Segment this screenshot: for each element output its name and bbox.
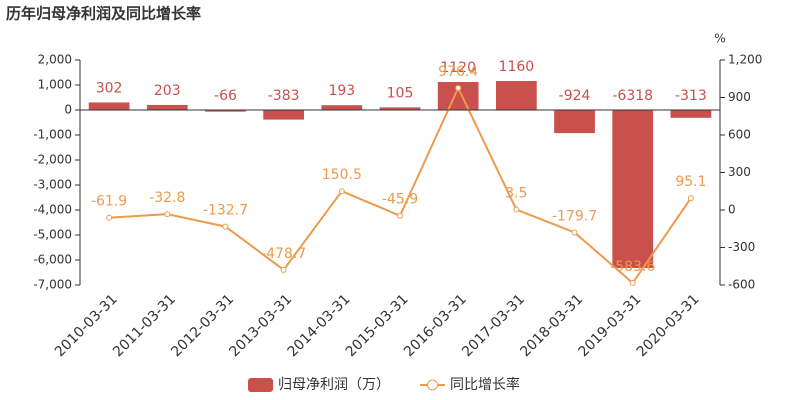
bar: [612, 110, 654, 268]
line-point: [106, 214, 113, 221]
line-point: [338, 188, 345, 195]
line-value-label: -45.9: [382, 192, 418, 208]
line-point: [397, 212, 403, 219]
line-point: [164, 211, 171, 218]
line-value-label: 95.1: [675, 174, 706, 190]
y2-axis-unit: %: [714, 32, 725, 46]
line-point: [571, 229, 578, 236]
y-tick-label: -2,000: [33, 153, 72, 167]
line-point: [455, 84, 462, 91]
bar: [88, 102, 130, 110]
y-tick-label: 2,000: [38, 53, 72, 67]
legend-swatch: [427, 379, 438, 391]
bar: [263, 110, 304, 120]
line: [109, 85, 692, 285]
bar-value-label: -66: [214, 88, 237, 104]
y-tick-label: 1,000: [38, 78, 72, 92]
legend-label: 归母净利润（万）: [278, 376, 390, 393]
line-point: [222, 223, 229, 230]
y2-tick-label: 300: [728, 165, 751, 179]
y-tick-label: -3,000: [33, 178, 72, 192]
bar-value-label: 1120: [440, 60, 476, 76]
bar-value-label: -6318: [612, 88, 653, 104]
bar-value-label: 203: [154, 83, 181, 99]
legend-label: 同比增长率: [450, 376, 520, 393]
line-value-label: 976.4: [438, 64, 478, 80]
y2-tick-label: -300: [728, 240, 755, 254]
y-tick-label: -4,000: [33, 203, 72, 217]
y-tick-label: -7,000: [33, 278, 72, 292]
y-tick-label: -5,000: [33, 228, 72, 242]
line-value-label: -179.7: [552, 208, 597, 224]
bar-value-label: 1160: [499, 59, 535, 75]
x-tick-label: 2020-03-31: [634, 291, 703, 360]
bar: [670, 110, 712, 118]
bar-value-label: 105: [387, 85, 414, 101]
bar-value-label: -924: [559, 88, 591, 104]
bar-value-label: -313: [675, 88, 707, 104]
line-point: [687, 195, 694, 202]
bar: [146, 104, 188, 110]
line-value-label: 3.5: [505, 186, 527, 202]
bar-value-label: -383: [268, 88, 300, 104]
bar-value-label: 302: [96, 80, 123, 96]
y2-tick-label: 600: [728, 128, 751, 142]
y-tick-label: -6,000: [33, 253, 72, 267]
bar: [205, 110, 246, 112]
y-tick-label: 0: [64, 103, 72, 117]
line-point: [280, 266, 287, 273]
bar-value-label: 193: [328, 83, 355, 99]
bar: [554, 110, 595, 134]
y2-tick-label: 0: [728, 203, 736, 217]
line-point: [513, 206, 520, 213]
bar: [321, 105, 363, 110]
line-value-label: -61.9: [91, 194, 127, 210]
y2-tick-label: 1,200: [728, 53, 762, 67]
y2-tick-label: -600: [728, 278, 755, 292]
legend-swatch: [248, 378, 273, 392]
y2-tick-label: 900: [728, 90, 751, 104]
line-point: [629, 279, 636, 286]
bar: [496, 81, 537, 110]
line-value-label: -583.6: [610, 259, 655, 275]
bar: [379, 107, 421, 110]
line-value-label: -32.8: [149, 190, 185, 206]
line-value-label: -132.7: [203, 203, 248, 219]
line-value-label: 150.5: [322, 167, 362, 183]
y-tick-label: -1,000: [33, 128, 72, 142]
chart-title: 历年归母净利润及同比增长率: [6, 5, 201, 23]
line-value-label: -478.7: [261, 246, 306, 262]
